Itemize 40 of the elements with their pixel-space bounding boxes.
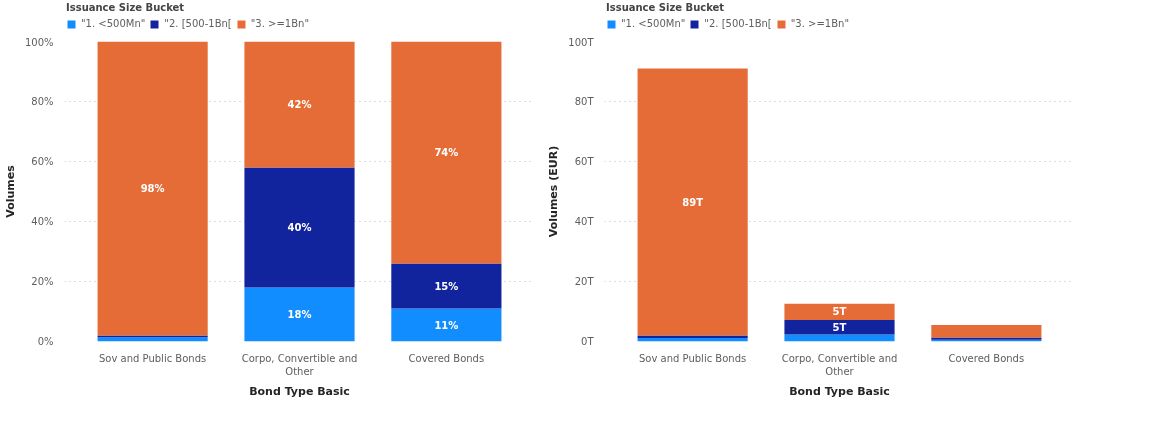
legend-title: Issuance Size Bucket	[66, 2, 186, 13]
y-axis-title: Volumes (EUR)	[547, 145, 561, 238]
legend-label: "1. <500Mn"	[621, 18, 686, 29]
data-label: 40%	[287, 222, 312, 233]
x-tick-label: Covered Bonds	[408, 352, 485, 364]
y-tick-label: 60%	[31, 156, 54, 167]
x-tick-label: Corpo, Convertible and Other	[781, 352, 898, 377]
y-axis-title: Volumes	[3, 164, 17, 218]
data-label: 74%	[434, 147, 459, 158]
y-tick-label: 40%	[31, 216, 54, 227]
data-label: 5T	[832, 306, 847, 318]
x-tick-label: Sov and Public Bonds	[99, 352, 207, 364]
x-axis-title: Bond Type Basic	[789, 384, 890, 398]
y-tick-label: 80T	[574, 96, 595, 107]
data-label: 5T	[832, 321, 847, 333]
legend-label: "1. <500Mn"	[81, 18, 146, 29]
legend-label: "3. >=1Bn"	[790, 18, 849, 29]
data-label: 15%	[434, 280, 459, 292]
data-label: 98%	[140, 183, 165, 194]
y-tick-label: 100T	[568, 36, 595, 48]
y-tick-label: 40T	[574, 216, 595, 227]
data-label: 89T	[682, 196, 704, 208]
data-label: 11%	[434, 319, 459, 331]
y-tick-label: 100%	[24, 36, 54, 48]
x-axis-title: Bond Type Basic	[249, 384, 350, 398]
y-tick-label: 80%	[31, 96, 54, 107]
y-tick-label: 60T	[574, 156, 595, 167]
legend-title: Issuance Size Bucket	[606, 2, 726, 13]
y-tick-label: 20%	[31, 276, 54, 287]
y-tick-label: 20T	[574, 276, 595, 287]
y-tick-label: 0T	[581, 336, 595, 347]
x-tick-label: Sov and Public Bonds	[639, 352, 747, 364]
legend-label: "2. [500-1Bn[	[164, 18, 232, 29]
legend-label: "2. [500-1Bn[	[704, 18, 772, 29]
data-label: 42%	[287, 99, 312, 110]
y-tick-label: 0%	[37, 336, 54, 347]
x-tick-label: Corpo, Convertible and Other	[241, 352, 358, 377]
data-label: 18%	[287, 309, 312, 320]
legend-label: "3. >=1Bn"	[250, 18, 309, 29]
x-tick-label: Covered Bonds	[948, 352, 1025, 364]
